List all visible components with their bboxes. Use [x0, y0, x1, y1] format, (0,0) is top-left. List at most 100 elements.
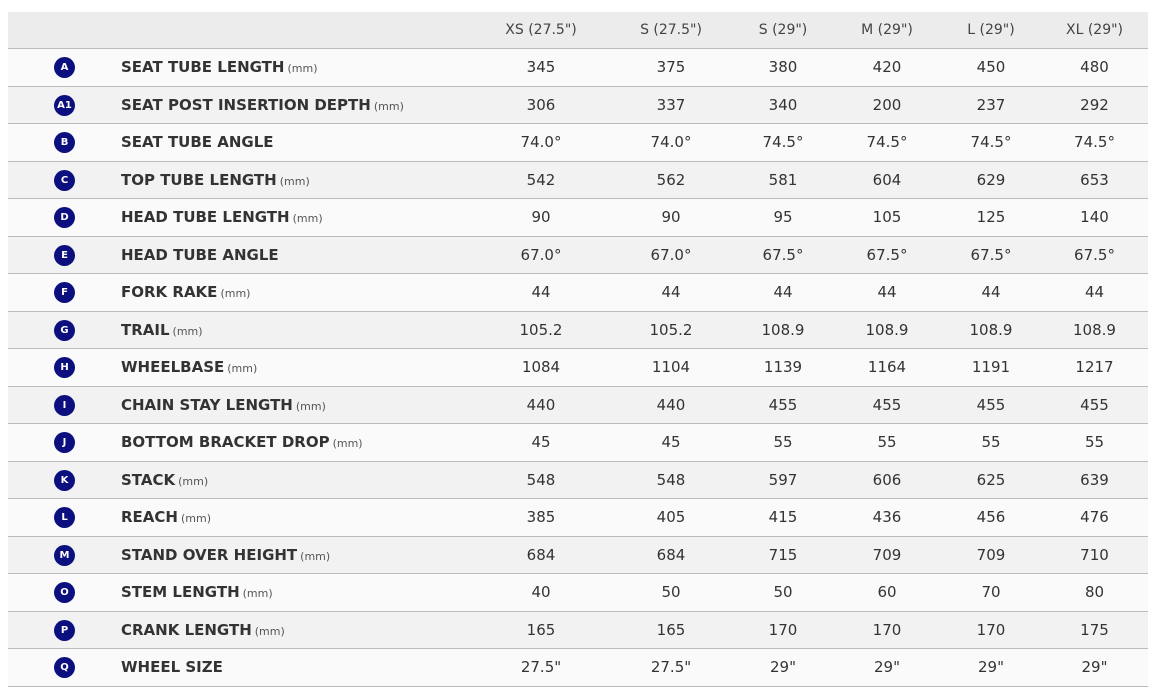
- value-cell: 597: [733, 461, 833, 499]
- measurement-label-cell: SEAT TUBE ANGLE: [121, 123, 473, 162]
- value-cell: 44: [1041, 273, 1148, 312]
- value-cell: 44: [733, 273, 833, 312]
- measurement-label-cell: STACK (mm): [121, 461, 473, 499]
- value-cell: 27.5": [609, 648, 733, 687]
- value-cell: 67.5°: [1041, 236, 1148, 274]
- table-row: E HEAD TUBE ANGLE 67.0° 67.0° 67.5° 67.5° 67.5…: [8, 236, 1148, 274]
- value-cell: 90: [473, 198, 609, 237]
- table-row: J BOTTOM BRACKET DROP (mm) 45 45 55 55 55 55: [8, 423, 1148, 462]
- value-cell: 420: [833, 48, 941, 87]
- measurement-label: SEAT TUBE ANGLE: [121, 133, 274, 152]
- value-cell: 40: [473, 573, 609, 612]
- measurement-label-cell: HEAD TUBE LENGTH (mm): [121, 198, 473, 237]
- measurement-label: TRAIL: [121, 320, 170, 339]
- measurement-label: STACK: [121, 470, 176, 489]
- value-cell: 105: [833, 198, 941, 237]
- measurement-label: STAND OVER HEIGHT: [121, 545, 298, 564]
- value-cell: 200: [833, 86, 941, 124]
- table-row: H WHEELBASE (mm) 1084 1104 1139 1164 1191 1217: [8, 348, 1148, 387]
- value-cell: 476: [1041, 498, 1148, 537]
- badge-cell: Q: [8, 648, 121, 687]
- measurement-badge: G: [54, 319, 75, 341]
- value-cell: 67.0°: [609, 236, 733, 274]
- table-row: P CRANK LENGTH (mm) 165 165 170 170 170 175: [8, 611, 1148, 649]
- value-cell: 105.2: [609, 311, 733, 349]
- measurement-label-cell: CHAIN STAY LENGTH (mm): [121, 386, 473, 424]
- measurement-unit: (mm): [172, 324, 203, 338]
- value-cell: 45: [609, 423, 733, 462]
- measurement-unit: (mm): [178, 474, 209, 488]
- measurement-badge: B: [54, 132, 75, 154]
- value-cell: 385: [473, 498, 609, 537]
- value-cell: 44: [833, 273, 941, 312]
- measurement-badge: F: [54, 282, 75, 304]
- badge-cell: A1: [8, 86, 121, 124]
- badge-cell: E: [8, 236, 121, 274]
- measurement-label: FORK RAKE: [121, 283, 218, 302]
- measurement-unit: (mm): [279, 174, 310, 188]
- value-cell: 74.5°: [941, 123, 1041, 162]
- value-cell: 436: [833, 498, 941, 537]
- measurement-badge: A1: [54, 94, 75, 116]
- value-cell: 125: [941, 198, 1041, 237]
- value-cell: 67.5°: [833, 236, 941, 274]
- table-row: K STACK (mm) 548 548 597 606 625 639: [8, 461, 1148, 499]
- measurement-label: SEAT TUBE LENGTH: [121, 58, 285, 77]
- badge-cell: L: [8, 498, 121, 537]
- measurement-label-cell: SEAT POST INSERTION DEPTH (mm): [121, 86, 473, 124]
- value-cell: 1217: [1041, 348, 1148, 387]
- table-row: L REACH (mm) 385 405 415 436 456 476: [8, 498, 1148, 537]
- value-cell: 1191: [941, 348, 1041, 387]
- measurement-unit: (mm): [332, 437, 363, 451]
- value-cell: 542: [473, 161, 609, 199]
- value-cell: 170: [941, 611, 1041, 649]
- value-cell: 455: [941, 386, 1041, 424]
- column-header-size: S (29"): [733, 12, 833, 49]
- column-header-size: XL (29"): [1041, 12, 1148, 49]
- value-cell: 108.9: [1041, 311, 1148, 349]
- badge-cell: O: [8, 573, 121, 612]
- value-cell: 165: [609, 611, 733, 649]
- value-cell: 45: [473, 423, 609, 462]
- value-cell: 44: [941, 273, 1041, 312]
- value-cell: 60: [833, 573, 941, 612]
- value-cell: 80: [1041, 573, 1148, 612]
- value-cell: 405: [609, 498, 733, 537]
- table-row: B SEAT TUBE ANGLE 74.0° 74.0° 74.5° 74.5° 74.5…: [8, 123, 1148, 162]
- measurement-unit: (mm): [287, 62, 318, 76]
- value-cell: 606: [833, 461, 941, 499]
- value-cell: 105.2: [473, 311, 609, 349]
- header-badge-cell: [8, 12, 121, 49]
- value-cell: 170: [733, 611, 833, 649]
- geometry-table: XS (27.5") S (27.5") S (29") M (29") L (29")…: [8, 12, 1148, 687]
- value-cell: 55: [733, 423, 833, 462]
- value-cell: 74.5°: [1041, 123, 1148, 162]
- value-cell: 562: [609, 161, 733, 199]
- measurement-badge: D: [54, 207, 75, 229]
- badge-cell: I: [8, 386, 121, 424]
- measurement-label-cell: WHEEL SIZE: [121, 648, 473, 687]
- table-row: O STEM LENGTH (mm) 40 50 50 60 70 80: [8, 573, 1148, 612]
- value-cell: 450: [941, 48, 1041, 87]
- table-row: I CHAIN STAY LENGTH (mm) 440 440 455 455 455 455: [8, 386, 1148, 424]
- value-cell: 44: [609, 273, 733, 312]
- value-cell: 55: [1041, 423, 1148, 462]
- badge-cell: H: [8, 348, 121, 387]
- value-cell: 581: [733, 161, 833, 199]
- badge-cell: A: [8, 48, 121, 87]
- measurement-unit: (mm): [295, 399, 326, 413]
- table-row: A1 SEAT POST INSERTION DEPTH (mm) 306 337 340…: [8, 86, 1148, 124]
- header-row: XS (27.5") S (27.5") S (29") M (29") L (29")…: [8, 12, 1148, 49]
- measurement-label-cell: TOP TUBE LENGTH (mm): [121, 161, 473, 199]
- value-cell: 175: [1041, 611, 1148, 649]
- measurement-unit: (mm): [373, 99, 404, 113]
- value-cell: 440: [473, 386, 609, 424]
- value-cell: 29": [733, 648, 833, 687]
- measurement-label: CRANK LENGTH: [121, 620, 252, 639]
- value-cell: 709: [833, 536, 941, 574]
- value-cell: 29": [941, 648, 1041, 687]
- measurement-label-cell: CRANK LENGTH (mm): [121, 611, 473, 649]
- value-cell: 292: [1041, 86, 1148, 124]
- table-row: M STAND OVER HEIGHT (mm) 684 684 715 709 709 710: [8, 536, 1148, 574]
- value-cell: 27.5": [473, 648, 609, 687]
